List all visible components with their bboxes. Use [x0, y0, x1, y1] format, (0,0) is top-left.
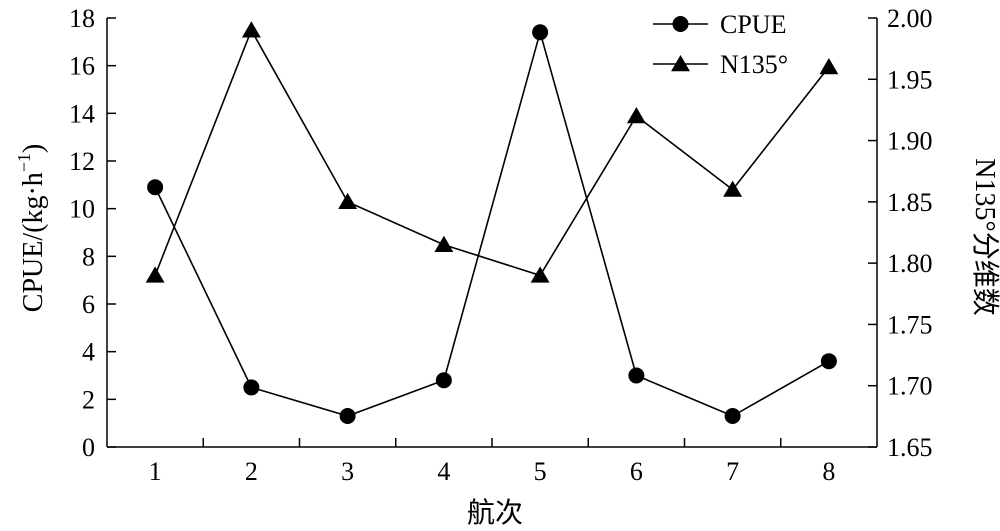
y-left-tick-label: 2: [82, 385, 95, 414]
y-right-tick-label: 1.65: [887, 433, 933, 462]
data-point-circle: [147, 179, 164, 196]
y-axis-left-title-superscript: −1: [14, 153, 34, 172]
x-tick-label: 5: [534, 457, 547, 486]
y-axis-right-title: N135°分维数: [969, 158, 1000, 315]
x-tick-label: 7: [726, 457, 739, 486]
x-axis-ticks: 1 2 3 4 5 6 7 8: [149, 438, 835, 486]
x-tick-label: 3: [341, 457, 354, 486]
y-right-tick-label: 1.90: [887, 127, 933, 156]
series-cpue: [147, 24, 837, 425]
y-left-tick-label: 6: [82, 290, 95, 319]
y-axis-left-title-tail: ): [18, 144, 49, 153]
data-point-circle: [628, 367, 645, 384]
data-point-circle: [724, 408, 741, 425]
series-line: [154, 28, 830, 277]
y-left-tick-label: 14: [69, 99, 95, 128]
x-tick-label: 4: [437, 457, 450, 486]
y-left-tick-label: 16: [69, 52, 95, 81]
legend-marker-triangle: [671, 55, 690, 72]
data-point-triangle: [819, 58, 839, 75]
legend: CPUE N135°: [653, 10, 788, 79]
plot-frame: [106, 18, 878, 448]
x-tick-label: 1: [149, 457, 162, 486]
data-point-circle: [820, 353, 837, 370]
y-left-tick-label: 0: [82, 433, 95, 462]
data-point-triangle: [723, 180, 743, 197]
y-axis-left-title-main: CPUE/(kg·h: [18, 172, 49, 312]
data-point-triangle: [241, 21, 261, 38]
y-right-tick-label: 1.75: [887, 310, 933, 339]
data-point-circle: [243, 379, 260, 396]
right-axis-ticks: 1.65 1.70 1.75 1.80 1.85 1.90 1.95 2.00: [868, 4, 933, 462]
left-axis-ticks: 0 2 4 6 8 10 12 14 16 18: [69, 4, 116, 462]
data-point-circle: [339, 408, 356, 425]
x-tick-label: 2: [245, 457, 258, 486]
series-n135: [145, 21, 839, 283]
series-layer: [145, 21, 839, 425]
y-left-tick-label: 4: [82, 338, 95, 367]
legend-item: N135°: [653, 50, 788, 79]
data-point-triangle: [145, 266, 165, 283]
data-point-triangle: [434, 235, 454, 252]
data-point-circle: [435, 372, 452, 389]
y-left-tick-label: 12: [69, 147, 95, 176]
y-right-tick-label: 1.95: [887, 65, 933, 94]
data-point-triangle: [626, 107, 646, 124]
x-axis-title: 航次: [467, 497, 523, 529]
series-line: [154, 29, 830, 417]
y-left-tick-label: 8: [82, 242, 95, 271]
legend-item: CPUE: [653, 10, 786, 39]
y-left-tick-label: 10: [69, 195, 95, 224]
x-tick-label: 8: [822, 457, 835, 486]
legend-label: CPUE: [720, 10, 786, 39]
y-right-tick-label: 2.00: [887, 4, 933, 33]
data-point-triangle: [338, 192, 358, 210]
data-point-triangle: [530, 266, 550, 283]
y-axis-left-title: CPUE/(kg·h−1): [14, 144, 49, 312]
data-point-circle: [532, 24, 549, 41]
x-tick-label: 6: [630, 457, 643, 486]
y-left-tick-label: 18: [69, 4, 95, 33]
legend-marker-circle: [672, 16, 689, 32]
y-right-tick-label: 1.85: [887, 188, 933, 217]
y-right-tick-label: 1.70: [887, 372, 933, 401]
y-right-tick-label: 1.80: [887, 249, 933, 278]
legend-label: N135°: [720, 50, 788, 79]
